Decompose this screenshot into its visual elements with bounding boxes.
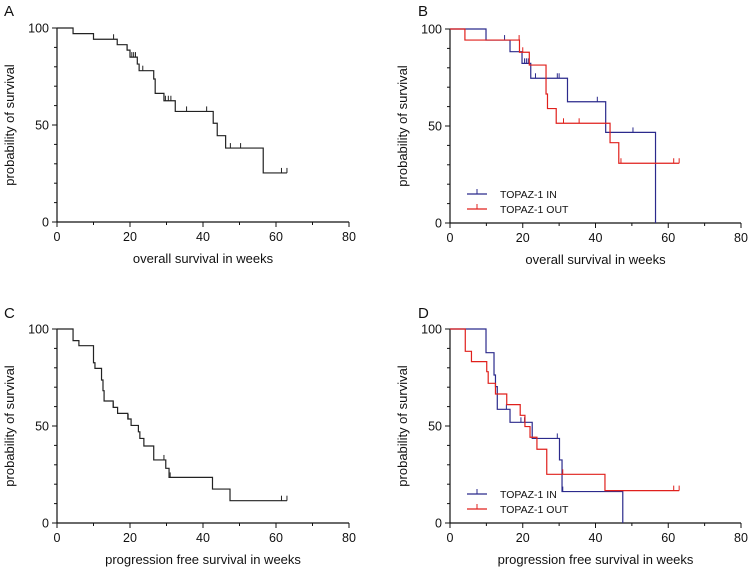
legend-label: TOPAZ-1 OUT bbox=[500, 504, 569, 516]
y-axis-label: probability of survival bbox=[2, 64, 17, 185]
y-tick-label: 100 bbox=[28, 22, 49, 36]
x-tick-label: 60 bbox=[661, 531, 675, 545]
y-tick-label: 0 bbox=[42, 517, 49, 531]
y-tick-label: 100 bbox=[421, 323, 442, 337]
y-tick-label: 50 bbox=[35, 119, 49, 133]
y-tick-label: 50 bbox=[428, 420, 442, 434]
survival-curve-single bbox=[57, 328, 287, 502]
survival-curve-out bbox=[450, 328, 680, 492]
x-tick-label: 20 bbox=[516, 231, 530, 245]
legend-label: TOPAZ-1 OUT bbox=[500, 204, 569, 216]
y-tick-label: 50 bbox=[428, 120, 442, 134]
y-tick-label: 0 bbox=[435, 517, 442, 531]
y-axis-label: probability of survival bbox=[395, 65, 410, 186]
panel-a: A 0 20 40 60 80 0 50 100 overall survival in week… bbox=[2, 3, 356, 266]
x-tick-label: 20 bbox=[123, 531, 137, 545]
x-tick-label: 40 bbox=[196, 531, 210, 545]
x-axis-label: progression free survival in weeks bbox=[498, 552, 694, 567]
x-tick-label: 20 bbox=[123, 230, 137, 244]
x-tick-label: 0 bbox=[54, 531, 61, 545]
panel-label: C bbox=[4, 305, 15, 322]
x-tick-label: 60 bbox=[269, 531, 283, 545]
x-tick-label: 40 bbox=[589, 231, 603, 245]
legend-label: TOPAZ-1 IN bbox=[500, 189, 557, 201]
y-tick-label: 0 bbox=[435, 217, 442, 231]
y-tick-label: 0 bbox=[42, 216, 49, 230]
x-tick-label: 80 bbox=[734, 231, 748, 245]
x-axis-label: overall survival in weeks bbox=[525, 252, 666, 267]
x-tick-label: 80 bbox=[342, 531, 356, 545]
x-tick-label: 40 bbox=[589, 531, 603, 545]
panel-b: B 0 20 40 60 80 0 50 100 overall survival in week… bbox=[395, 3, 748, 267]
x-tick-label: 60 bbox=[269, 230, 283, 244]
survival-curve-in bbox=[450, 328, 624, 523]
panel-d: D 0 20 40 60 80 0 50 100 progression free surviva… bbox=[395, 305, 748, 567]
panel-label: B bbox=[418, 3, 428, 20]
x-tick-label: 0 bbox=[447, 531, 454, 545]
legend-label: TOPAZ-1 IN bbox=[500, 489, 557, 501]
y-axis-label: probability of survival bbox=[2, 365, 17, 486]
x-tick-label: 80 bbox=[342, 230, 356, 244]
x-tick-label: 0 bbox=[54, 230, 61, 244]
x-tick-label: 80 bbox=[734, 531, 748, 545]
y-tick-label: 100 bbox=[421, 23, 442, 37]
panel-label: A bbox=[4, 3, 14, 20]
x-tick-label: 40 bbox=[196, 230, 210, 244]
survival-curve-single bbox=[57, 27, 287, 174]
x-axis-label: progression free survival in weeks bbox=[105, 552, 301, 567]
x-tick-label: 60 bbox=[661, 231, 675, 245]
panel-label: D bbox=[418, 305, 429, 322]
y-tick-label: 50 bbox=[35, 420, 49, 434]
x-axis-label: overall survival in weeks bbox=[133, 251, 274, 266]
x-tick-label: 20 bbox=[516, 531, 530, 545]
x-tick-label: 0 bbox=[447, 231, 454, 245]
y-axis-label: probability of survival bbox=[395, 365, 410, 486]
y-tick-label: 100 bbox=[28, 323, 49, 337]
panel-c: C 0 20 40 60 80 0 50 100 progression free surviva… bbox=[2, 305, 356, 567]
survival-curve-out bbox=[450, 28, 680, 164]
